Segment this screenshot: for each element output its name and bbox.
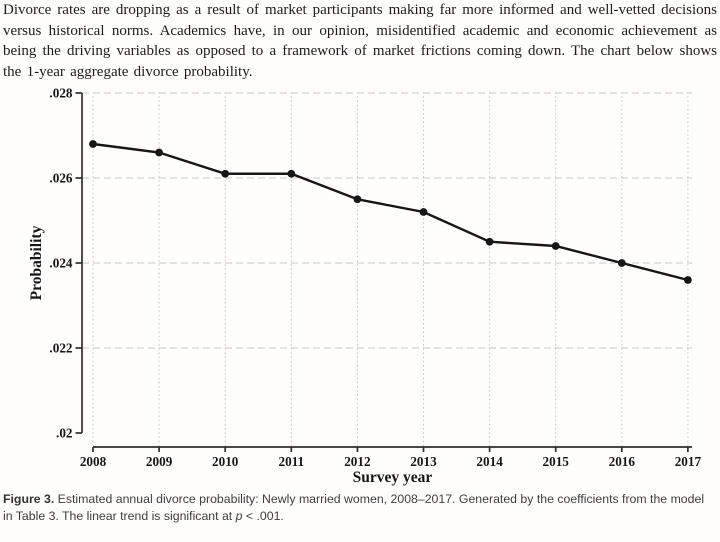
y-tick-label: .024: [49, 256, 72, 271]
data-point-marker-2012: [353, 195, 362, 204]
gridlines: [82, 92, 692, 447]
data-point-marker-2015: [551, 242, 560, 250]
y-axis-title: Probability: [28, 225, 45, 300]
x-tick-label: 2011: [278, 454, 304, 469]
data-point-marker-2014: [485, 237, 494, 246]
figure-caption: Figure 3. Estimated annual divorce proba…: [3, 491, 715, 525]
figure-caption-label: Figure 3.: [3, 492, 55, 506]
divorce-probability-line: [92, 142, 689, 282]
x-tick-label: 2017: [675, 454, 702, 469]
y-tick-label: .026: [49, 171, 72, 186]
x-tick-label: 2015: [543, 454, 570, 469]
y-tick-label: .022: [49, 341, 72, 356]
tick-labels: .02 .022 .024 .026 .028 2008 2009 2010 2011 2012 2…: [49, 86, 701, 470]
x-tick-label: 2016: [609, 454, 636, 469]
x-tick-label: 2008: [80, 454, 107, 469]
x-axis-title: Survey year: [353, 469, 433, 486]
intro-paragraph: Divorce rates are dropping as a result o…: [3, 2, 717, 80]
x-tick-label: 2013: [410, 454, 437, 469]
figure-caption-pvalue-rest: < .001.: [242, 509, 284, 523]
data-point-marker-2013: [419, 208, 428, 216]
figure-caption-pvalue-var: p: [235, 509, 243, 523]
data-point-marker-2016: [617, 259, 626, 267]
chart-canvas: .02 .022 .024 .026 .028 2008 2009 2010 2011 2012 2…: [28, 86, 701, 487]
axes: [75, 92, 692, 452]
divorce-probability-chart: .02 .022 .024 .026 .028 2008 2009 2010 2011 2012 2…: [0, 84, 720, 490]
x-tick-label: 2010: [212, 454, 239, 469]
figure-caption-text: Estimated annual divorce probability: Ne…: [3, 492, 705, 523]
data-point-marker-2011: [287, 169, 296, 178]
y-tick-label: .02: [56, 426, 73, 441]
y-tick-label: .028: [49, 86, 72, 101]
data-point-marker-2009: [155, 148, 164, 157]
x-tick-label: 2014: [476, 454, 503, 469]
data-point-marker-2010: [221, 169, 230, 178]
data-point-marker-2008: [89, 140, 97, 148]
x-tick-label: 2012: [344, 454, 371, 469]
x-tick-label: 2009: [146, 454, 173, 469]
data-point-marker-2017: [684, 276, 692, 284]
